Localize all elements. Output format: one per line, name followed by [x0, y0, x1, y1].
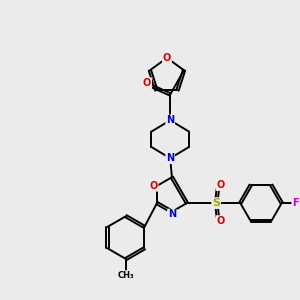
- Text: N: N: [166, 115, 174, 125]
- Text: N: N: [166, 153, 174, 163]
- Text: O: O: [149, 181, 158, 191]
- Text: O: O: [217, 216, 225, 226]
- Text: F: F: [292, 198, 299, 208]
- Text: CH₃: CH₃: [118, 271, 134, 280]
- Text: N: N: [168, 209, 176, 220]
- Text: S: S: [212, 198, 220, 208]
- Text: O: O: [163, 53, 171, 63]
- Text: O: O: [217, 180, 225, 190]
- Text: O: O: [143, 78, 151, 88]
